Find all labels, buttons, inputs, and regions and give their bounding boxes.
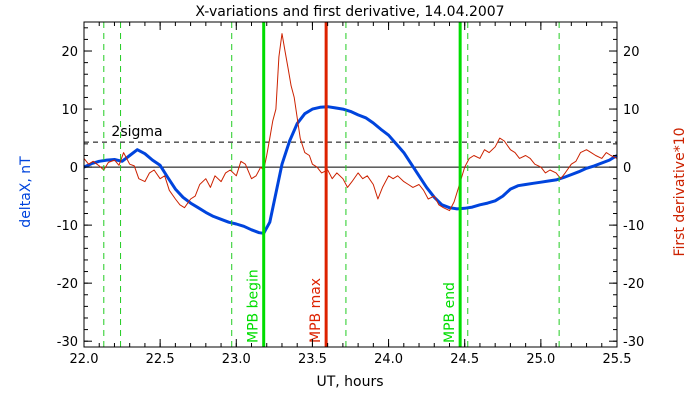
y-axis-label-right: First derivative*10 <box>672 127 688 256</box>
series-line-deltax <box>83 105 618 235</box>
event-label-mpb-begin: MPB begin <box>246 269 262 343</box>
x-tick-label: 25.5 <box>603 352 632 367</box>
y-tick-label-right: -30 <box>623 335 644 350</box>
y-tick-label-left: 20 <box>61 45 78 60</box>
event-lines: MPB begin MPB max MPB end <box>103 22 560 347</box>
x-tick-label: 23.5 <box>298 352 327 367</box>
y-tick-label-right: 10 <box>623 103 640 118</box>
y-tick-label-right: 0 <box>623 161 631 176</box>
x-tick-label: 22.0 <box>70 352 99 367</box>
chart-lines: 2sigma <box>84 124 617 168</box>
x-tick-label: 24.0 <box>374 352 403 367</box>
y-tick-label-left: -30 <box>57 335 78 350</box>
y-tick-label-left: -20 <box>57 277 78 292</box>
y-tick-label-right: -10 <box>623 219 644 234</box>
x-tick-label: 22.5 <box>146 352 175 367</box>
x-tick-label: 24.5 <box>450 352 479 367</box>
y-tick-label-left: -10 <box>57 219 78 234</box>
chart-axes: 22.0 22.5 23.0 23.5 24.0 24.5 25.0 25.5 -30 -30 -2… <box>57 22 644 367</box>
chart-series <box>83 33 618 235</box>
y-tick-label-right: 20 <box>623 45 640 60</box>
chart-title: X-variations and first derivative, 14.04… <box>195 4 504 20</box>
y-tick-label-left: 10 <box>61 103 78 118</box>
event-label-mpb-max: MPB max <box>308 278 324 343</box>
x-axis-label: UT, hours <box>316 374 383 390</box>
x-tick-label: 25.0 <box>526 352 555 367</box>
y-axis-label-left: deltaX, nT <box>18 156 34 228</box>
event-label-mpb-end: MPB end <box>442 282 458 343</box>
y-tick-label-left: 0 <box>70 161 78 176</box>
series-line-derivative <box>83 33 618 212</box>
sigma-label: 2sigma <box>111 124 162 140</box>
x-tick-label: 23.0 <box>222 352 251 367</box>
plot-frame <box>83 21 618 348</box>
y-tick-label-right: -20 <box>623 277 644 292</box>
